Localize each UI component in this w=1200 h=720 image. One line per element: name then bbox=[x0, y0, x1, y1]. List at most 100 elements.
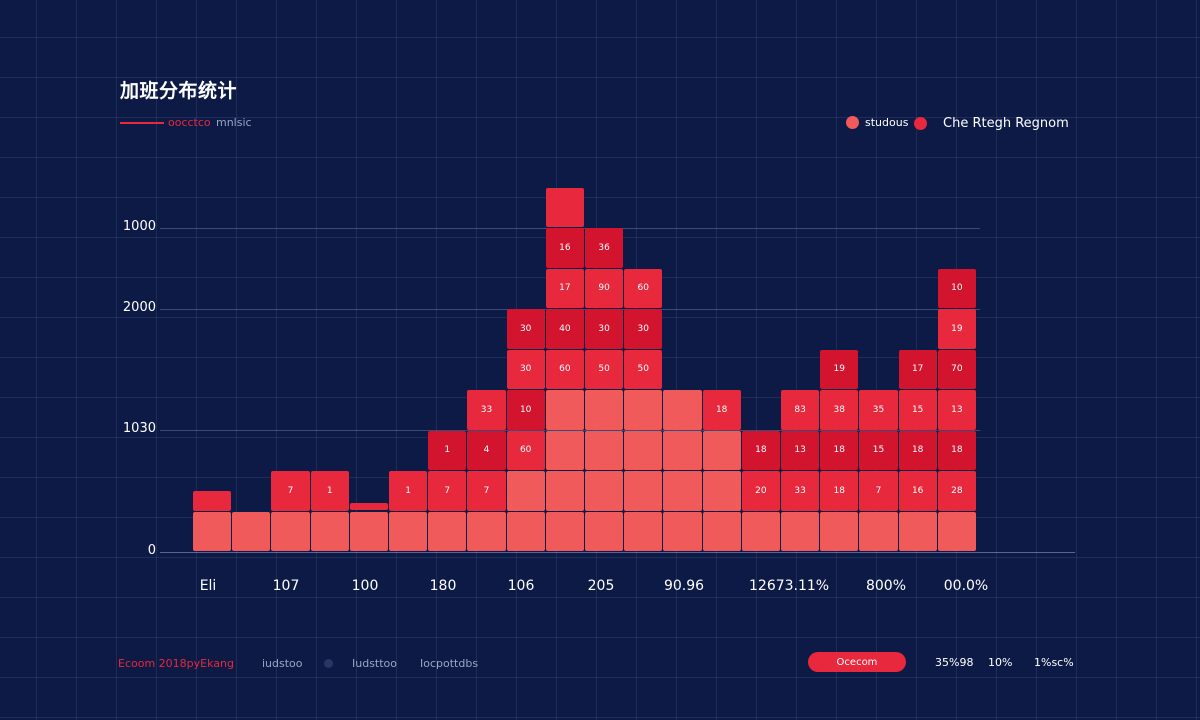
bar-segment-label[interactable]: 1 bbox=[389, 471, 428, 511]
bar-segment-label[interactable]: 30 bbox=[624, 309, 663, 349]
bar-segment-label[interactable]: 15 bbox=[898, 390, 937, 430]
bar-segment-label[interactable]: 18 bbox=[820, 430, 859, 470]
bar-segment-base[interactable] bbox=[663, 430, 702, 470]
bar-segment-label[interactable]: 28 bbox=[937, 471, 976, 511]
legend-item-2[interactable]: Che Rtegh Regnom bbox=[914, 116, 1069, 131]
bar-segment-label[interactable]: 7 bbox=[428, 471, 467, 511]
bar-segment-base[interactable] bbox=[545, 471, 584, 511]
bar-segment-label[interactable]: 7 bbox=[271, 471, 310, 511]
bar-segment-label[interactable]: 7 bbox=[859, 471, 898, 511]
chart-title: 加班分布统计 bbox=[120, 80, 238, 102]
bar-segment-base[interactable] bbox=[741, 511, 780, 551]
bar-segment-label[interactable]: 1 bbox=[428, 430, 467, 470]
bar-segment-label[interactable]: 10 bbox=[937, 268, 976, 308]
bar-segment-base[interactable] bbox=[663, 511, 702, 551]
legend-item-1[interactable]: studous bbox=[846, 116, 908, 129]
bar-segment-label[interactable]: 17 bbox=[898, 349, 937, 389]
bar-segment-base[interactable] bbox=[898, 511, 937, 551]
bar-segment-label[interactable]: 40 bbox=[545, 309, 584, 349]
legend-label-1: studous bbox=[865, 116, 909, 129]
bar-segment-label[interactable]: 60 bbox=[624, 268, 663, 308]
bar-segment-base[interactable] bbox=[467, 511, 506, 551]
bar-segment-label[interactable]: 35 bbox=[859, 390, 898, 430]
bar-segment-label[interactable]: 50 bbox=[585, 349, 624, 389]
x-tick-label: 106 bbox=[507, 578, 535, 594]
bar-segment-base[interactable] bbox=[585, 430, 624, 470]
bar-segment-label[interactable]: 60 bbox=[545, 349, 584, 389]
bar-segment-base[interactable] bbox=[349, 511, 388, 551]
footer-dot-icon bbox=[324, 659, 333, 668]
bar-segment-label[interactable]: 7 bbox=[467, 471, 506, 511]
bar-segment-base[interactable] bbox=[389, 511, 428, 551]
bar-segment-top[interactable] bbox=[545, 187, 584, 227]
bar-segment-label[interactable]: 30 bbox=[585, 309, 624, 349]
bar-segment-base[interactable] bbox=[702, 430, 741, 470]
bar-segment-base[interactable] bbox=[820, 511, 859, 551]
x-axis-line bbox=[160, 552, 1075, 553]
bar-segment-base[interactable] bbox=[624, 471, 663, 511]
bar-segment-label[interactable]: 33 bbox=[781, 471, 820, 511]
bar-segment-label[interactable]: 60 bbox=[506, 430, 545, 470]
bar-segment-base[interactable] bbox=[937, 511, 976, 551]
bar-segment-base[interactable] bbox=[545, 430, 584, 470]
bar-segment-base[interactable] bbox=[545, 511, 584, 551]
bar-segment-label[interactable]: 15 bbox=[859, 430, 898, 470]
bar-segment-base[interactable] bbox=[232, 511, 271, 551]
bar-segment-base[interactable] bbox=[585, 511, 624, 551]
bar-segment-label[interactable]: 18 bbox=[937, 430, 976, 470]
bar-segment-label[interactable]: 18 bbox=[741, 430, 780, 470]
bar-segment-label[interactable]: 50 bbox=[624, 349, 663, 389]
bar-segment-base[interactable] bbox=[428, 511, 467, 551]
bar-segment-label[interactable]: 83 bbox=[781, 390, 820, 430]
bar-segment-label[interactable]: 16 bbox=[898, 471, 937, 511]
bar-segment-label[interactable]: 18 bbox=[898, 430, 937, 470]
bar-segment-top[interactable] bbox=[349, 503, 388, 511]
bar-segment-label[interactable]: 13 bbox=[781, 430, 820, 470]
bar-segment-label[interactable] bbox=[193, 491, 232, 511]
bar-segment-base[interactable] bbox=[663, 390, 702, 430]
bar-segment-label[interactable]: 18 bbox=[820, 471, 859, 511]
bar-segment-label[interactable]: 30 bbox=[506, 309, 545, 349]
bar-segment-label[interactable]: 19 bbox=[937, 309, 976, 349]
bar-segment-base[interactable] bbox=[624, 430, 663, 470]
footer-action-button[interactable]: Ocecom bbox=[808, 652, 906, 672]
bar-segment-label[interactable]: 20 bbox=[741, 471, 780, 511]
bar-segment-base[interactable] bbox=[271, 511, 310, 551]
bar-segment-label[interactable]: 10 bbox=[506, 390, 545, 430]
x-tick-label: 90.96 bbox=[663, 578, 705, 594]
bar-segment-label[interactable]: 4 bbox=[467, 430, 506, 470]
bar-segment-base[interactable] bbox=[624, 511, 663, 551]
bar-segment-base[interactable] bbox=[193, 511, 232, 551]
bar-segment-label[interactable]: 33 bbox=[467, 390, 506, 430]
bar-segment-label[interactable]: 16 bbox=[545, 228, 584, 268]
bar-segment-base[interactable] bbox=[702, 511, 741, 551]
bar-segment-label[interactable]: 36 bbox=[585, 228, 624, 268]
bar-segment-label[interactable]: 38 bbox=[820, 390, 859, 430]
y-tick-label: 1000 bbox=[122, 219, 156, 234]
bar-segment-label[interactable]: 90 bbox=[585, 268, 624, 308]
bar-segment-label[interactable]: 30 bbox=[506, 349, 545, 389]
x-tick-label: 12673.11% bbox=[749, 578, 830, 594]
bar-segment-label[interactable]: 13 bbox=[937, 390, 976, 430]
footer-stat-1: 35%98 bbox=[935, 656, 974, 669]
bar-segment-base[interactable] bbox=[545, 390, 584, 430]
bar-segment-label[interactable]: 17 bbox=[545, 268, 584, 308]
bar-segment-base[interactable] bbox=[624, 390, 663, 430]
bar-segment-base[interactable] bbox=[506, 471, 545, 511]
bar-segment-base[interactable] bbox=[702, 471, 741, 511]
subtitle-accent-line bbox=[120, 122, 164, 124]
bar-segment-label[interactable]: 70 bbox=[937, 349, 976, 389]
bar-segment-label[interactable]: 1 bbox=[310, 471, 349, 511]
bar-segment-base[interactable] bbox=[781, 511, 820, 551]
bar-segment-base[interactable] bbox=[310, 511, 349, 551]
bar-segment-base[interactable] bbox=[585, 390, 624, 430]
footer-grey-text: iudstoo bbox=[262, 657, 303, 670]
bar-segment-label[interactable]: 19 bbox=[820, 349, 859, 389]
bar-segment-base[interactable] bbox=[585, 471, 624, 511]
bar-segment-label[interactable]: 18 bbox=[702, 390, 741, 430]
bar-segment-base[interactable] bbox=[663, 471, 702, 511]
bar-segment-base[interactable] bbox=[506, 511, 545, 551]
footer-middle-1: Iudsttoo bbox=[352, 657, 398, 670]
bar-segment-base[interactable] bbox=[859, 511, 898, 551]
